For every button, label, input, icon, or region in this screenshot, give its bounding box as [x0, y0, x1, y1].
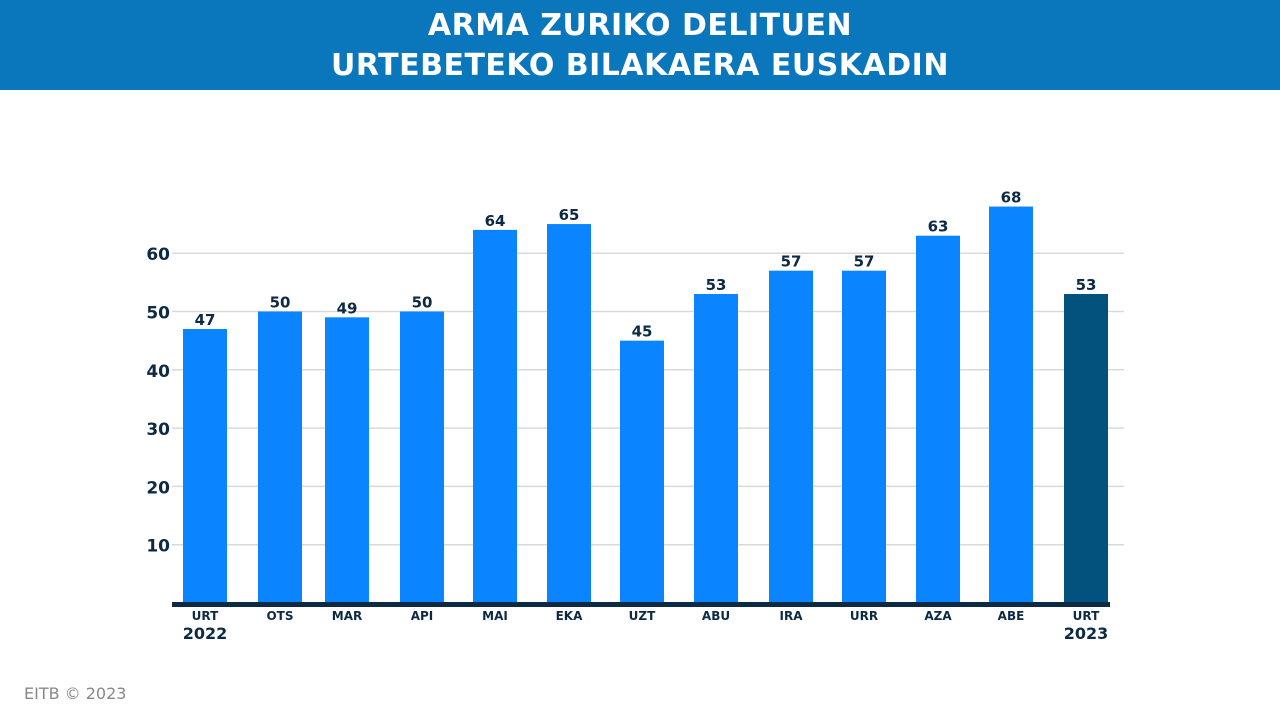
- bar: [400, 311, 444, 603]
- x-tick-label: AZA: [924, 609, 952, 623]
- data-label: 50: [270, 294, 291, 312]
- bar: [989, 206, 1033, 603]
- bar: [769, 270, 813, 603]
- x-tick-label: EKA: [556, 609, 583, 623]
- data-label: 57: [854, 253, 875, 271]
- bar: [694, 294, 738, 603]
- y-tick-label: 60: [146, 245, 170, 265]
- data-label: 68: [1001, 189, 1022, 207]
- bar: [473, 229, 517, 603]
- bar: [620, 340, 664, 603]
- chart-title-line-2: URTEBETEKO BILAKAERA EUSKADIN: [331, 48, 949, 83]
- data-label: 63: [928, 218, 949, 236]
- x-tick-label: API: [411, 609, 434, 623]
- data-labels: 47 50 49 50 64 65 45 53 57 57 63 68 53: [195, 189, 1097, 341]
- data-label: 53: [706, 276, 727, 294]
- y-tick-label: 30: [146, 420, 170, 440]
- x-tick-label: IRA: [780, 609, 804, 623]
- x-tick-label: OTS: [266, 609, 293, 623]
- data-label: 57: [781, 253, 802, 271]
- y-tick-label: 50: [146, 304, 170, 324]
- bar: [842, 270, 886, 603]
- x-tick-label: UZT: [629, 609, 656, 623]
- data-label: 47: [195, 311, 216, 329]
- year-label: 2023: [1064, 624, 1109, 643]
- bar: [547, 224, 591, 604]
- footer-credit: EITB © 2023: [24, 684, 127, 703]
- x-tick-label: MAR: [332, 609, 362, 623]
- bar: [183, 328, 227, 603]
- y-axis-ticks: 10 20 30 40 50 60: [146, 245, 170, 557]
- bar: [325, 317, 369, 603]
- x-tick-label: URT: [1073, 609, 1100, 623]
- data-label: 64: [485, 212, 506, 230]
- data-label: 65: [559, 206, 580, 224]
- chart-title-line-1: ARMA ZURIKO DELITUEN: [427, 8, 853, 43]
- data-label: 49: [337, 299, 358, 317]
- x-tick-label: URR: [850, 609, 878, 623]
- y-tick-label: 10: [146, 537, 170, 557]
- data-label: 53: [1076, 276, 1097, 294]
- x-tick-label: ABU: [702, 609, 730, 623]
- title-banner: ARMA ZURIKO DELITUEN URTEBETEKO BILAKAER…: [0, 0, 1280, 90]
- y-tick-label: 20: [146, 478, 170, 498]
- year-label: 2022: [183, 624, 228, 643]
- data-label: 50: [412, 294, 433, 312]
- bar: [916, 235, 960, 603]
- y-tick-label: 40: [146, 362, 170, 382]
- data-label: 45: [632, 323, 653, 341]
- bar: [1064, 294, 1108, 603]
- bars: [183, 206, 1108, 604]
- x-tick-label: MAI: [482, 609, 508, 623]
- x-tick-label: URT: [192, 609, 219, 623]
- bar: [258, 311, 302, 603]
- x-tick-label: ABE: [998, 609, 1025, 623]
